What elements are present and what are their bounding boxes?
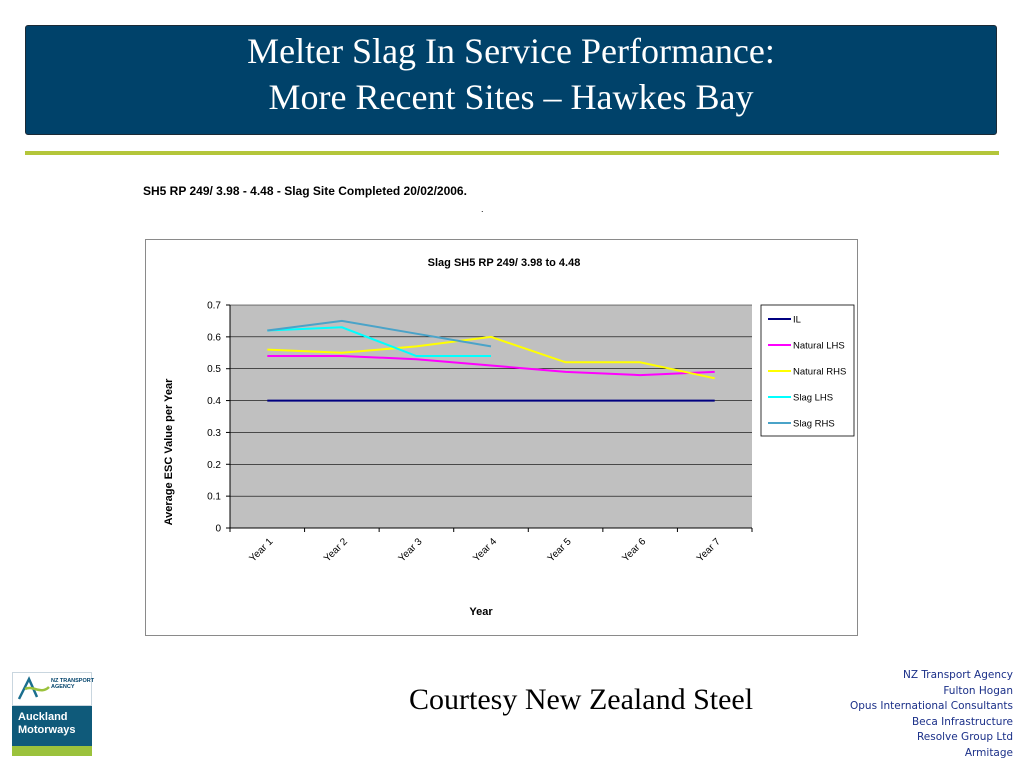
logo-agency-line-2: AGENCY — [51, 684, 75, 690]
series-line-slag-lhs — [267, 326, 491, 357]
logo-name-line-1: Auckland — [18, 711, 68, 723]
partner-list: NZ Transport Agency Fulton Hogan Opus In… — [850, 668, 1013, 762]
series-line-natural-lhs — [267, 355, 715, 377]
x-tick-label: Year 7 — [695, 536, 723, 564]
legend-label: Slag RHS — [793, 419, 835, 430]
logo-agency-text: NZ TRANSPORT AGENCY — [51, 678, 94, 690]
nzta-mark-icon — [17, 676, 50, 700]
legend-label: Natural LHS — [793, 341, 845, 352]
y-tick-label: 0.3 — [207, 428, 221, 439]
partner-name: Opus International Consultants — [850, 700, 1013, 713]
legend-entries: IL Natural LHS Natural RHS Slag LHS Slag RHS — [768, 315, 846, 430]
x-axis-ticks: Year 1 Year 2 Year 3 Year 4 Year 5 Year 6 Year… — [229, 528, 753, 564]
accent-divider — [25, 151, 999, 155]
chart-legend: IL Natural LHS Natural RHS Slag LHS Slag RHS — [760, 304, 855, 437]
y-tick-label: 0.4 — [207, 396, 221, 407]
site-subtitle: SH5 RP 249/ 3.98 - 4.48 - Slag Site Comp… — [143, 184, 467, 198]
title-banner: Melter Slag In Service Performance: More… — [25, 25, 997, 135]
series-lines — [267, 319, 715, 402]
y-tick-label: 0 — [215, 524, 221, 535]
legend-label: Slag LHS — [793, 393, 833, 404]
y-tick-label: 0.7 — [207, 301, 221, 312]
series-line-natural-rhs — [267, 335, 715, 380]
y-axis-ticks: 0 0.1 0.2 0.3 0.4 0.5 0.6 0.7 — [207, 301, 230, 535]
partner-name: Fulton Hogan — [943, 684, 1013, 697]
partner-name: Armitage — [964, 746, 1013, 759]
legend-label: IL — [793, 315, 801, 326]
partner-name: NZ Transport Agency — [903, 669, 1013, 681]
plot-area — [230, 305, 752, 528]
y-axis-label: Average ESC Value per Year — [163, 378, 175, 525]
logo-header: NZ TRANSPORT AGENCY — [12, 672, 94, 706]
chart-frame: Slag SH5 RP 249/ 3.98 to 4.48 0 0.1 0.2 0.3… — [145, 239, 858, 636]
stray-dot: . — [481, 204, 484, 214]
y-tick-label: 0.2 — [207, 460, 221, 471]
y-tick-label: 0.5 — [207, 364, 221, 375]
x-tick-label: Year 3 — [397, 536, 425, 564]
partner-name: Resolve Group Ltd — [916, 731, 1013, 744]
x-tick-label: Year 1 — [247, 536, 275, 564]
slide-title-line-1: Melter Slag In Service Performance: — [247, 31, 775, 71]
x-axis-label: Year — [469, 606, 493, 618]
x-tick-label: Year 6 — [620, 536, 648, 564]
chart-title: Slag SH5 RP 249/ 3.98 to 4.48 — [428, 257, 581, 269]
x-tick-label: Year 4 — [471, 536, 499, 564]
logo-green-strip — [12, 746, 92, 756]
partner-name: Beca Infrastructure — [911, 715, 1013, 728]
x-tick-label: Year 2 — [322, 536, 350, 564]
logo-name-line-2: Motorways — [18, 724, 76, 736]
y-tick-label: 0.1 — [207, 492, 221, 503]
series-line-slag-rhs — [267, 319, 492, 348]
slide-title-line-2: More Recent Sites – Hawkes Bay — [268, 77, 754, 117]
line-chart: Slag SH5 RP 249/ 3.98 to 4.48 0 0.1 0.2 0.3… — [163, 257, 855, 618]
y-tick-label: 0.6 — [207, 332, 221, 343]
logo-agency-line-1: NZ TRANSPORT — [51, 678, 95, 684]
x-tick-label: Year 5 — [546, 536, 574, 564]
legend-label: Natural RHS — [793, 367, 846, 378]
courtesy-caption: Courtesy New Zealand Steel — [409, 683, 754, 716]
logo-name-block: Auckland Motorways — [12, 706, 92, 746]
auckland-motorways-logo: NZ TRANSPORT AGENCY Auckland Motorways — [12, 672, 94, 756]
